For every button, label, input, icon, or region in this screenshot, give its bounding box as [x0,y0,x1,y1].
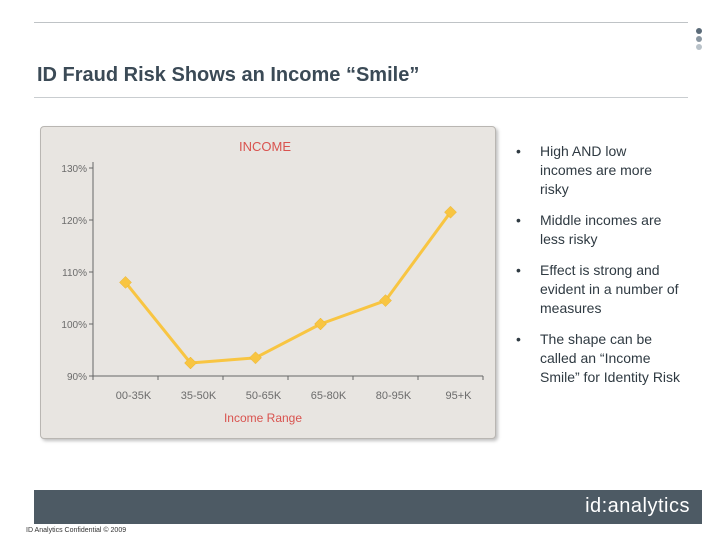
chart-title: INCOME [239,139,291,154]
title-rule [34,97,688,98]
x-tick-label: 35-50K [181,390,217,402]
decorative-dots-icon [694,28,704,52]
chart-panel: INCOME 130% 120% 110% 100% 90% 00-35K 35-50K 50-… [40,126,496,439]
x-tick-label: 65-80K [311,390,347,402]
confidential-notice: ID Analytics Confidential © 2009 [26,527,127,534]
series-line [124,211,452,365]
bullet-item: • Effect is strong and evident in a numbe… [512,261,682,318]
y-tick-label: 90% [67,372,87,383]
slide-title: ID Fraud Risk Shows an Income “Smile” [37,64,420,86]
dot-middle [696,36,702,42]
company-logo: id:analytics [585,495,690,517]
dot-bottom [696,44,702,50]
bullet-text: High AND low incomes are more risky [540,143,653,197]
bullet-marker: • [516,143,521,159]
data-point [119,276,132,289]
bullet-marker: • [516,331,521,347]
bullet-text: The shape can be called an “Income Smile… [540,331,681,385]
x-axis-label: Income Range [224,411,302,425]
bullet-item: • Middle incomes are less risky [512,211,682,249]
bullet-marker: • [516,212,521,228]
data-point [379,294,392,307]
x-tick-label: 80-95K [376,390,412,402]
y-tick-label: 120% [61,216,87,227]
bullet-item: • The shape can be called an “Income Smil… [512,330,682,387]
x-tick-label: 50-65K [246,390,282,402]
bullet-text: Effect is strong and evident in a number… [540,262,679,316]
line-chart: INCOME 130% 120% 110% 100% 90% 00-35K 35-50K 50-… [61,139,484,425]
y-tick-label: 110% [62,268,87,279]
x-tick-label: 95+K [446,390,473,402]
x-tick-label: 00-35K [116,390,152,402]
data-point [444,205,457,219]
footer-bar: id:analytics [34,490,702,524]
y-tick-label: 130% [61,164,87,175]
data-point [314,317,327,331]
bullet-text: Middle incomes are less risky [540,212,662,247]
data-point [184,356,197,370]
dot-top [696,28,702,34]
data-point [249,351,262,365]
bullet-marker: • [516,262,521,278]
bullet-item: • High AND low incomes are more risky [512,142,682,199]
top-rule [34,22,688,23]
bullet-list: • High AND low incomes are more risky • Mid… [512,142,682,399]
y-tick-label: 100% [61,320,87,331]
